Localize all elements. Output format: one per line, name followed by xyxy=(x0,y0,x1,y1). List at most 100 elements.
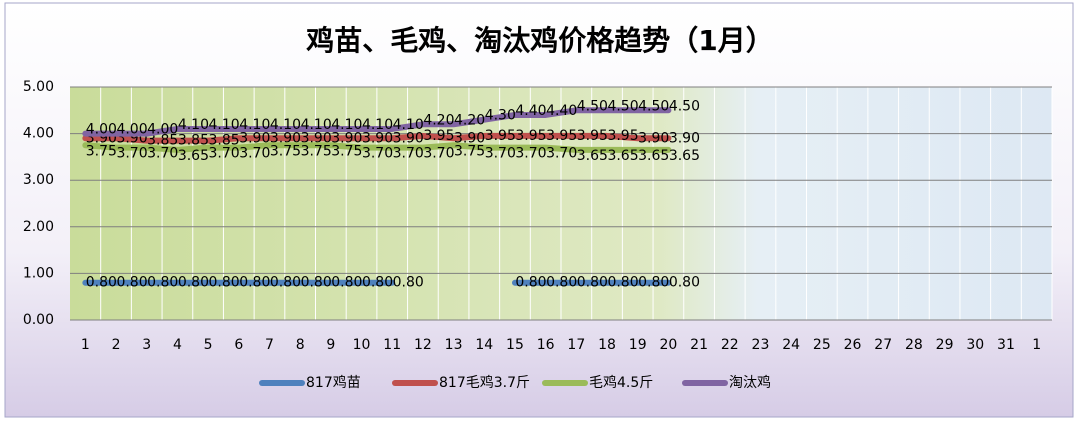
x-tick-label: 3 xyxy=(142,337,151,353)
x-tick-label: 18 xyxy=(598,337,616,353)
data-label: 3.75 xyxy=(86,143,117,159)
data-label: 0.80 xyxy=(362,275,393,291)
x-tick-label: 2 xyxy=(112,337,121,353)
data-label: 0.80 xyxy=(331,275,362,291)
x-tick-label: 9 xyxy=(326,337,335,353)
x-tick-label: 15 xyxy=(506,337,524,353)
data-label: 3.95 xyxy=(485,128,516,144)
legend-label: 817鸡苗 xyxy=(306,374,361,391)
x-tick-label: 4 xyxy=(173,337,182,353)
data-label: 0.80 xyxy=(515,275,546,291)
data-label: 4.50 xyxy=(607,98,638,114)
data-label: 4.00 xyxy=(147,122,178,138)
data-label: 0.80 xyxy=(86,275,117,291)
data-label: 4.00 xyxy=(116,122,147,138)
data-label: 3.95 xyxy=(515,128,546,144)
data-label: 3.95 xyxy=(546,128,577,144)
data-label: 0.80 xyxy=(209,275,240,291)
data-label: 3.75 xyxy=(454,143,485,159)
y-tick-label: 2.00 xyxy=(23,219,54,235)
data-label: 3.65 xyxy=(669,148,700,164)
x-tick-label: 17 xyxy=(567,337,585,353)
data-label: 3.70 xyxy=(423,146,454,162)
x-tick-label: 21 xyxy=(690,337,708,353)
data-label: 4.10 xyxy=(270,117,301,133)
legend-label: 淘汰鸡 xyxy=(729,374,771,391)
data-label: 3.95 xyxy=(423,128,454,144)
data-label: 3.95 xyxy=(577,128,608,144)
series-line xyxy=(82,107,672,137)
data-label: 4.50 xyxy=(638,98,669,114)
chart-title: 鸡苗、毛鸡、淘汰鸡价格趋势（1月） xyxy=(305,24,773,57)
x-tick-label: 22 xyxy=(721,337,739,353)
x-tick-label: 23 xyxy=(752,337,770,353)
x-tick-label: 28 xyxy=(905,337,923,353)
y-tick-label: 5.00 xyxy=(23,79,54,95)
y-tick-label: 1.00 xyxy=(23,265,54,281)
data-label: 3.75 xyxy=(301,143,332,159)
series-line xyxy=(82,132,672,144)
data-label: 3.70 xyxy=(147,146,178,162)
x-tick-label: 13 xyxy=(445,337,463,353)
x-tick-label: 12 xyxy=(414,337,432,353)
x-tick-label: 25 xyxy=(813,337,831,353)
data-label: 4.10 xyxy=(239,117,270,133)
legend-label: 817毛鸡3.7斤 xyxy=(439,374,530,391)
data-label: 0.80 xyxy=(638,275,669,291)
data-label: 0.80 xyxy=(607,275,638,291)
x-tick-label: 5 xyxy=(204,337,213,353)
data-label: 4.50 xyxy=(669,98,700,114)
series-line xyxy=(82,142,672,153)
data-label: 0.80 xyxy=(577,275,608,291)
data-label: 0.80 xyxy=(178,275,209,291)
x-tick-label: 14 xyxy=(475,337,493,353)
data-label: 4.50 xyxy=(577,98,608,114)
x-tick-label: 11 xyxy=(383,337,401,353)
data-label: 4.30 xyxy=(485,108,516,124)
x-tick-label: 19 xyxy=(629,337,647,353)
data-label: 4.10 xyxy=(393,117,424,133)
x-tick-label: 27 xyxy=(874,337,892,353)
y-tick-label: 4.00 xyxy=(23,126,54,142)
data-label: 3.65 xyxy=(178,148,209,164)
data-label: 3.70 xyxy=(485,146,516,162)
data-label: 0.80 xyxy=(393,275,424,291)
data-label: 0.80 xyxy=(147,275,178,291)
x-tick-label: 30 xyxy=(966,337,984,353)
x-tick-label: 10 xyxy=(353,337,371,353)
data-label: 3.65 xyxy=(638,148,669,164)
data-label: 0.80 xyxy=(116,275,147,291)
y-tick-label: 0.00 xyxy=(23,312,54,328)
data-label: 3.65 xyxy=(577,148,608,164)
data-label: 0.80 xyxy=(239,275,270,291)
data-label: 3.95 xyxy=(607,128,638,144)
data-label: 4.10 xyxy=(209,117,240,133)
x-tick-label: 8 xyxy=(296,337,305,353)
data-label: 3.70 xyxy=(393,146,424,162)
data-label: 4.40 xyxy=(515,103,546,119)
data-label: 3.75 xyxy=(270,143,301,159)
data-label: 3.70 xyxy=(239,146,270,162)
data-label: 3.90 xyxy=(454,130,485,146)
x-tick-label: 20 xyxy=(659,337,677,353)
data-label: 0.80 xyxy=(669,275,700,291)
y-tick-label: 3.00 xyxy=(23,172,54,188)
x-tick-label: 24 xyxy=(782,337,800,353)
data-label: 4.40 xyxy=(546,103,577,119)
data-label: 0.80 xyxy=(301,275,332,291)
x-tick-label: 1 xyxy=(81,337,90,353)
data-label: 0.80 xyxy=(270,275,301,291)
data-label: 3.90 xyxy=(362,130,393,146)
data-label: 4.10 xyxy=(301,117,332,133)
legend-label: 毛鸡4.5斤 xyxy=(589,374,653,391)
x-tick-label: 16 xyxy=(537,337,555,353)
data-label: 4.20 xyxy=(454,112,485,128)
data-label: 4.20 xyxy=(423,112,454,128)
data-label: 3.85 xyxy=(147,133,178,149)
x-tick-label: 1 xyxy=(1032,337,1041,353)
data-label: 3.70 xyxy=(116,146,147,162)
data-label: 0.80 xyxy=(546,275,577,291)
x-tick-label: 6 xyxy=(234,337,243,353)
data-label: 3.70 xyxy=(515,146,546,162)
